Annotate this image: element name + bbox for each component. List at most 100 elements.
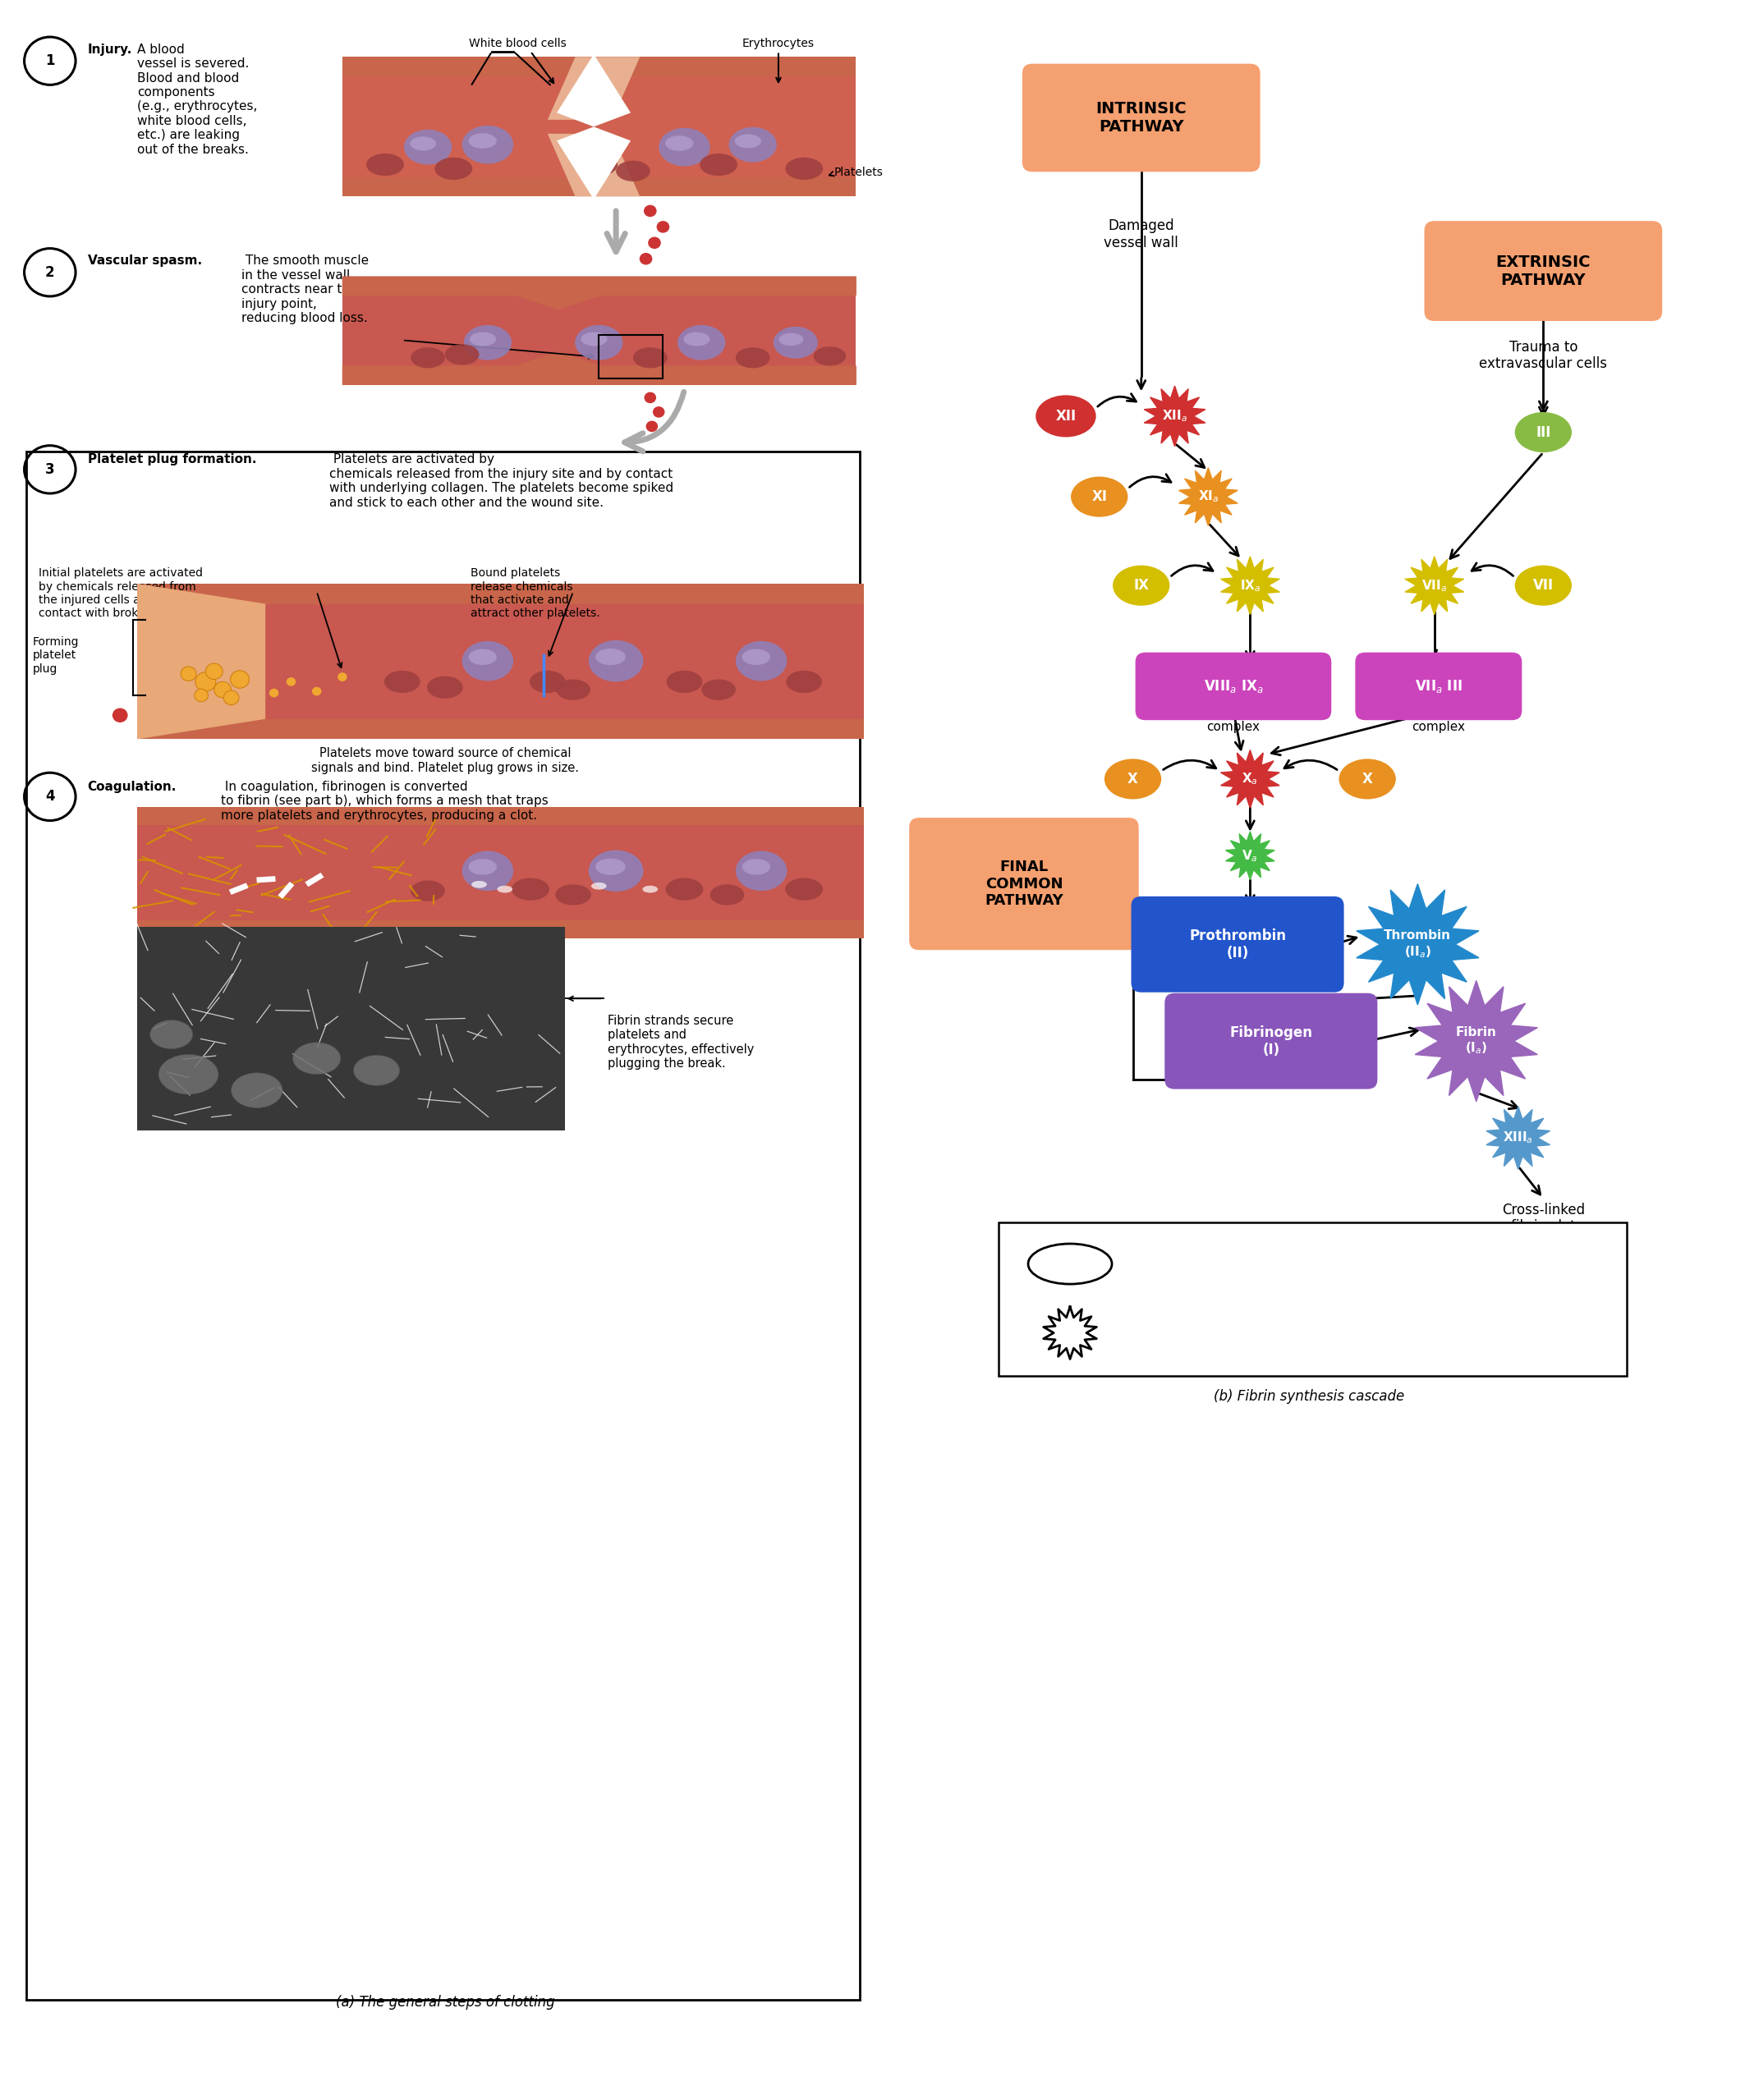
- Circle shape: [286, 678, 295, 687]
- Ellipse shape: [557, 680, 590, 699]
- FancyBboxPatch shape: [1424, 220, 1663, 321]
- Ellipse shape: [403, 130, 452, 164]
- Bar: [342, 57, 855, 76]
- Text: Platelets are activated by
chemicals released from the injury site and by contac: Platelets are activated by chemicals rel…: [330, 454, 674, 508]
- Text: 1: 1: [45, 53, 54, 69]
- Text: Platelets: Platelets: [834, 166, 883, 178]
- Ellipse shape: [677, 326, 726, 361]
- Ellipse shape: [588, 850, 644, 892]
- Ellipse shape: [729, 128, 777, 162]
- Bar: [138, 605, 864, 718]
- Circle shape: [269, 689, 279, 697]
- Text: Forming
platelet
plug: Forming platelet plug: [33, 636, 79, 674]
- Text: 4: 4: [45, 790, 54, 804]
- Bar: [138, 584, 864, 605]
- Bar: [257, 876, 276, 882]
- Text: VIII$_a$ IX$_a$: VIII$_a$ IX$_a$: [1204, 678, 1263, 695]
- Text: (a) The general steps of clotting: (a) The general steps of clotting: [335, 1995, 555, 2010]
- Text: INTRINSIC
PATHWAY: INTRINSIC PATHWAY: [1096, 101, 1187, 134]
- Ellipse shape: [742, 859, 770, 876]
- Text: III: III: [1536, 424, 1551, 439]
- Ellipse shape: [785, 878, 824, 901]
- Text: X$_a$: X$_a$: [1242, 771, 1258, 788]
- Polygon shape: [548, 57, 640, 120]
- Text: IX$_a$: IX$_a$: [1239, 578, 1260, 592]
- Ellipse shape: [665, 878, 703, 901]
- Polygon shape: [557, 55, 630, 126]
- Text: X: X: [1363, 771, 1373, 785]
- Text: White blood cells: White blood cells: [469, 38, 567, 48]
- Circle shape: [230, 670, 250, 689]
- Text: Fibrin
(I$_a$): Fibrin (I$_a$): [1455, 1027, 1497, 1056]
- Text: XII: XII: [1056, 410, 1077, 424]
- Text: XII$_a$: XII$_a$: [1162, 410, 1188, 424]
- Text: complex: complex: [1412, 720, 1466, 733]
- Ellipse shape: [700, 153, 738, 176]
- Bar: [229, 882, 248, 895]
- Ellipse shape: [1028, 1243, 1112, 1283]
- Ellipse shape: [616, 162, 651, 181]
- Text: XI$_a$: XI$_a$: [1197, 489, 1218, 504]
- Circle shape: [195, 672, 216, 691]
- FancyBboxPatch shape: [909, 817, 1139, 949]
- Ellipse shape: [464, 326, 511, 361]
- Circle shape: [644, 206, 656, 216]
- Ellipse shape: [468, 132, 497, 149]
- FancyBboxPatch shape: [1136, 653, 1331, 720]
- Text: Coagulation.: Coagulation.: [87, 781, 176, 794]
- Ellipse shape: [555, 884, 592, 905]
- Circle shape: [181, 666, 195, 680]
- Text: 2: 2: [45, 265, 54, 279]
- Text: XIII$_a$: XIII$_a$: [1502, 1130, 1534, 1145]
- Circle shape: [223, 691, 239, 706]
- Ellipse shape: [410, 346, 445, 367]
- Ellipse shape: [735, 134, 761, 149]
- Ellipse shape: [684, 332, 710, 346]
- Circle shape: [644, 393, 656, 403]
- Text: VII: VII: [1532, 578, 1553, 592]
- Ellipse shape: [468, 859, 497, 876]
- Circle shape: [194, 689, 208, 701]
- Ellipse shape: [511, 878, 550, 901]
- Text: 3: 3: [45, 462, 54, 477]
- Text: Platelet plug formation.: Platelet plug formation.: [87, 454, 257, 466]
- Ellipse shape: [1071, 477, 1127, 517]
- Text: Trauma to
extravascular cells: Trauma to extravascular cells: [1480, 340, 1607, 372]
- Bar: [138, 718, 864, 739]
- Text: Fibrinogen
(I): Fibrinogen (I): [1230, 1025, 1312, 1056]
- Ellipse shape: [581, 332, 607, 346]
- Text: Damaged
vessel wall: Damaged vessel wall: [1105, 218, 1178, 250]
- Polygon shape: [1222, 750, 1279, 808]
- FancyBboxPatch shape: [1131, 897, 1344, 993]
- Polygon shape: [1415, 981, 1537, 1102]
- Polygon shape: [1487, 1107, 1550, 1170]
- Ellipse shape: [428, 676, 462, 699]
- Bar: [342, 76, 855, 176]
- Polygon shape: [1356, 884, 1478, 1004]
- Circle shape: [312, 687, 321, 695]
- Ellipse shape: [736, 850, 787, 890]
- Ellipse shape: [469, 332, 496, 346]
- Ellipse shape: [642, 886, 658, 892]
- Ellipse shape: [530, 670, 565, 693]
- Ellipse shape: [497, 886, 513, 892]
- Bar: [342, 277, 855, 384]
- Bar: [342, 277, 855, 294]
- FancyBboxPatch shape: [998, 1222, 1626, 1376]
- Text: IX: IX: [1134, 578, 1148, 592]
- Text: Injury.: Injury.: [87, 44, 133, 57]
- Circle shape: [215, 682, 230, 697]
- Ellipse shape: [710, 884, 745, 905]
- Circle shape: [206, 664, 223, 680]
- Ellipse shape: [471, 880, 487, 888]
- Ellipse shape: [736, 640, 787, 680]
- Bar: [138, 825, 864, 920]
- Text: complex: complex: [1208, 720, 1260, 733]
- Ellipse shape: [592, 882, 607, 890]
- Text: Fibrin strands secure
platelets and
erythrocytes, effectively
plugging the break: Fibrin strands secure platelets and eryt…: [607, 1014, 754, 1069]
- Text: A blood
vessel is severed.
Blood and blood
components
(e.g., erythrocytes,
white: A blood vessel is severed. Blood and blo…: [138, 44, 257, 155]
- Ellipse shape: [701, 680, 736, 699]
- Ellipse shape: [1113, 565, 1169, 605]
- Text: EXTRINSIC
PATHWAY: EXTRINSIC PATHWAY: [1495, 254, 1591, 288]
- Polygon shape: [1225, 832, 1274, 880]
